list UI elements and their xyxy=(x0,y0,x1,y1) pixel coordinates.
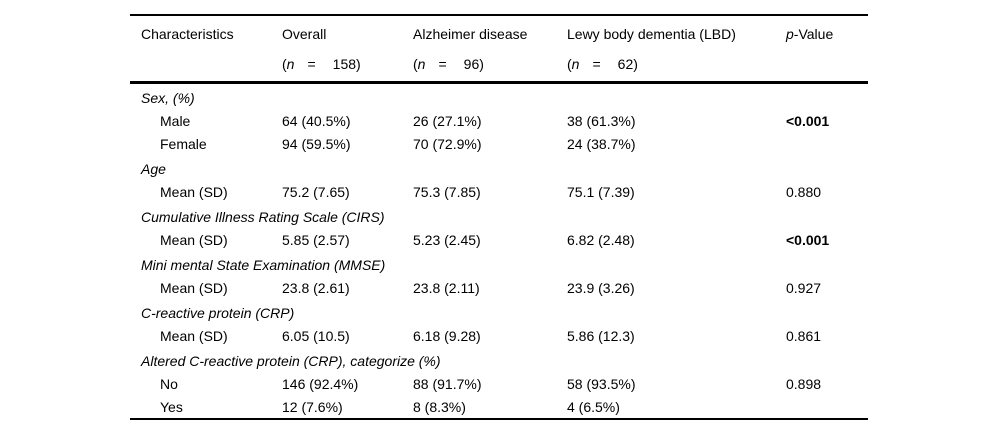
section-row: Cumulative Illness Rating Scale (CIRS) xyxy=(130,203,868,228)
data-row: Mean (SD) 6.05 (10.5) 6.18 (9.28) 5.86 (12.… xyxy=(130,324,868,347)
header-label: p-Value xyxy=(786,25,868,44)
pvalue-cell: <0.001 xyxy=(786,231,830,248)
section-label: Sex, (%) xyxy=(141,89,195,106)
section-row: Age xyxy=(130,155,868,180)
value-cell: 38 (61.3%) xyxy=(567,112,636,129)
n-value: 62 xyxy=(617,56,634,72)
value-cell: 6.82 (2.48) xyxy=(567,231,635,248)
equals-sign: = xyxy=(592,56,601,72)
row-label: No xyxy=(160,375,178,392)
table-body: Sex, (%) Male 64 (40.5%) 26 (27.1%) 38 (61.3… xyxy=(130,83,868,420)
value-cell: 26 (27.1%) xyxy=(413,112,482,129)
paren: ( xyxy=(282,56,287,72)
section-label: Cumulative Illness Rating Scale (CIRS) xyxy=(141,208,385,225)
n-value: 96 xyxy=(463,56,480,72)
value-cell: 58 (93.5%) xyxy=(567,375,636,392)
header-label: Alzheimer disease xyxy=(413,26,528,42)
row-label: Mean (SD) xyxy=(160,231,228,248)
characteristics-table: Characteristics Overall (n = 158) Alzheime… xyxy=(130,14,868,420)
table-header: Characteristics Overall (n = 158) Alzheime… xyxy=(130,14,868,84)
col-header-pvalue: p-Value xyxy=(786,14,868,84)
value-cell: 5.86 (12.3) xyxy=(567,327,635,344)
paren: ) xyxy=(633,56,638,72)
row-label: Mean (SD) xyxy=(160,327,228,344)
n-symbol: n xyxy=(417,56,426,72)
header-n-count: (n = 158) xyxy=(282,55,413,81)
header-row: Characteristics Overall (n = 158) Alzheime… xyxy=(130,14,868,84)
pvalue-cell xyxy=(786,132,868,155)
pvalue-cell: 0.898 xyxy=(786,375,822,392)
data-row: Mean (SD) 5.85 (2.57) 5.23 (2.45) 6.82 (2.4… xyxy=(130,228,868,251)
value-cell: 12 (7.6%) xyxy=(282,395,413,420)
row-label: Mean (SD) xyxy=(160,183,228,200)
section-label: Mini mental State Examination (MMSE) xyxy=(141,256,386,273)
data-row: Mean (SD) 75.2 (7.65) 75.3 (7.85) 75.1 (7.3… xyxy=(130,180,868,203)
value-cell: 75.2 (7.65) xyxy=(282,183,350,200)
value-cell: 6.05 (10.5) xyxy=(282,327,350,344)
row-label: Mean (SD) xyxy=(160,279,228,296)
pvalue-cell: 0.880 xyxy=(786,183,822,200)
pvalue-cell: 0.927 xyxy=(786,279,822,296)
value-cell: 146 (92.4%) xyxy=(282,375,359,392)
value-cell: 75.1 (7.39) xyxy=(567,183,635,200)
paren: ( xyxy=(567,56,572,72)
header-n-count: (n = 62) xyxy=(567,55,786,81)
value-cell: 8 (8.3%) xyxy=(413,395,567,420)
header-n-count: (n = 96) xyxy=(413,55,567,81)
value-cell: 4 (6.5%) xyxy=(567,395,786,420)
col-header-overall: Overall (n = 158) xyxy=(282,14,413,84)
value-cell: 70 (72.9%) xyxy=(413,135,482,152)
paren: ) xyxy=(479,56,484,72)
data-row: Yes 12 (7.6%) 8 (8.3%) 4 (6.5%) xyxy=(130,395,868,420)
p-symbol: p xyxy=(786,26,794,42)
data-row: Female 94 (59.5%) 70 (72.9%) 24 (38.7%) xyxy=(130,132,868,155)
n-symbol: n xyxy=(286,56,295,72)
value-cell: 23.8 (2.11) xyxy=(413,279,480,296)
section-row: Sex, (%) xyxy=(130,83,868,110)
paren: ) xyxy=(356,56,361,72)
row-label: Male xyxy=(160,112,191,129)
value-cell: 75.3 (7.85) xyxy=(413,183,481,200)
section-row: Mini mental State Examination (MMSE) xyxy=(130,251,868,276)
pvalue-rest: -Value xyxy=(793,26,834,42)
header-label: Lewy body dementia (LBD) xyxy=(567,26,736,42)
data-row: No 146 (92.4%) 88 (91.7%) 58 (93.5%) 0.898 xyxy=(130,372,868,395)
value-cell: 5.85 (2.57) xyxy=(282,231,350,248)
col-header-alzheimer: Alzheimer disease (n = 96) xyxy=(413,14,567,84)
section-row: C-reactive protein (CRP) xyxy=(130,299,868,324)
pvalue-cell: <0.001 xyxy=(786,112,830,129)
data-row: Mean (SD) 23.8 (2.61) 23.8 (2.11) 23.9 (3.2… xyxy=(130,276,868,299)
equals-sign: = xyxy=(438,56,447,72)
value-cell: 23.8 (2.61) xyxy=(282,279,350,296)
col-header-characteristics: Characteristics xyxy=(130,14,282,84)
col-header-lbd: Lewy body dementia (LBD) (n = 62) xyxy=(567,14,786,84)
value-cell: 94 (59.5%) xyxy=(282,135,351,152)
value-cell: 24 (38.7%) xyxy=(567,135,636,152)
n-value: 158 xyxy=(332,56,357,72)
header-label: Characteristics xyxy=(141,26,234,42)
value-cell: 23.9 (3.26) xyxy=(567,279,635,296)
row-label: Female xyxy=(160,135,207,152)
section-row: Altered C-reactive protein (CRP), catego… xyxy=(130,347,868,372)
paren: ( xyxy=(413,56,418,72)
value-cell: 6.18 (9.28) xyxy=(413,327,481,344)
section-label: Altered C-reactive protein (CRP), catego… xyxy=(141,352,441,369)
value-cell: 64 (40.5%) xyxy=(282,112,351,129)
pvalue-cell: 0.861 xyxy=(786,327,822,344)
section-label: C-reactive protein (CRP) xyxy=(141,304,295,321)
n-symbol: n xyxy=(571,56,580,72)
row-label: Yes xyxy=(130,395,282,420)
value-cell: 88 (91.7%) xyxy=(413,375,482,392)
pvalue-cell xyxy=(786,395,868,420)
equals-sign: = xyxy=(307,56,316,72)
data-row: Male 64 (40.5%) 26 (27.1%) 38 (61.3%) <0.001 xyxy=(130,109,868,132)
header-label: Overall xyxy=(282,26,327,42)
section-label: Age xyxy=(141,160,166,177)
value-cell: 5.23 (2.45) xyxy=(413,231,481,248)
